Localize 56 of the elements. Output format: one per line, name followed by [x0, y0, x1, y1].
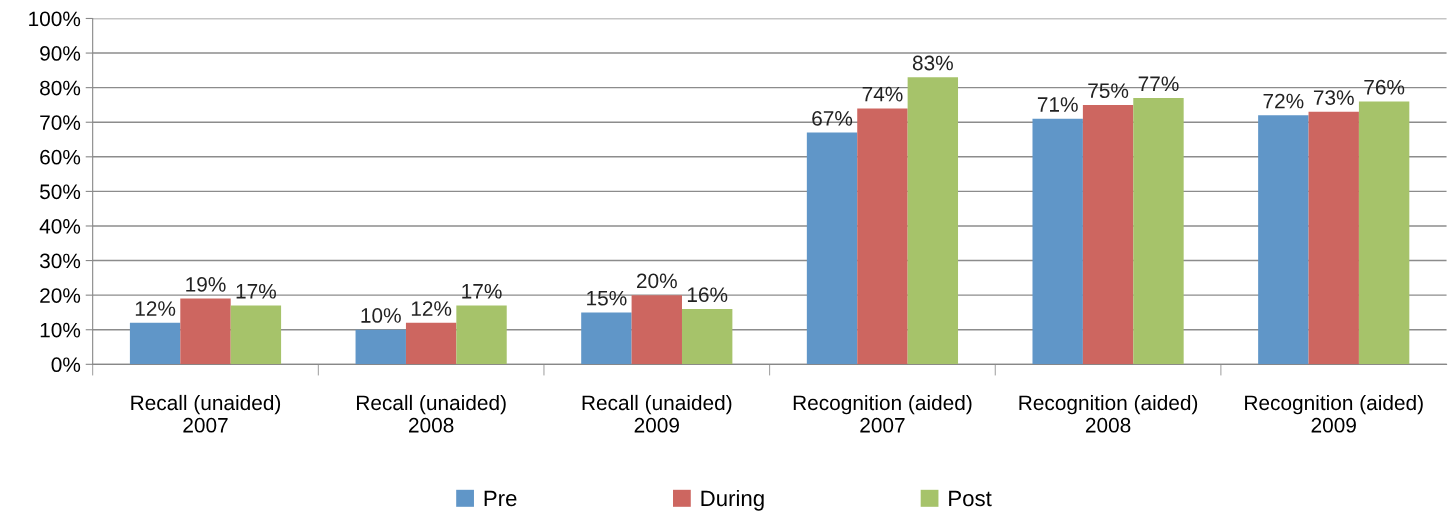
- bar: [857, 108, 908, 365]
- bar: [581, 312, 632, 365]
- data-label: 75%: [1088, 83, 1129, 99]
- data-label: 67%: [812, 110, 853, 126]
- bar: [1258, 115, 1309, 365]
- y-tick-label: 100%: [29, 11, 81, 27]
- y-tick-label: 80%: [40, 80, 81, 96]
- y-tick-label: 0%: [51, 357, 81, 373]
- y-tick-label: 50%: [40, 184, 81, 200]
- x-tick-label: Recognition (aided) 2007: [793, 394, 972, 433]
- bar: [180, 298, 231, 365]
- y-tick-label: 60%: [40, 149, 81, 165]
- bar: [405, 322, 457, 365]
- y-tick-label: 10%: [40, 322, 81, 338]
- x-tick-label: Recall (unaided) 2007: [131, 394, 281, 433]
- bar: [1358, 101, 1410, 365]
- bar: [355, 329, 406, 365]
- y-tick-label: 20%: [40, 288, 81, 303]
- data-label: 16%: [687, 287, 728, 303]
- data-label: 73%: [1313, 90, 1354, 105]
- bar: [1082, 104, 1134, 365]
- bar: [907, 77, 959, 365]
- bar: [806, 132, 858, 365]
- data-label: 17%: [236, 283, 276, 299]
- data-label: 76%: [1364, 79, 1405, 95]
- bar: [1133, 98, 1184, 365]
- legend-label: During: [701, 489, 764, 511]
- bar: [1308, 111, 1359, 365]
- legend-label: Post: [949, 490, 992, 507]
- data-label: 74%: [862, 86, 903, 102]
- data-label: 77%: [1138, 76, 1179, 92]
- x-tick-label: Recognition (aided) 2008: [1019, 394, 1198, 433]
- bar: [631, 295, 682, 365]
- data-label: 12%: [135, 301, 176, 316]
- y-tick-label: 30%: [39, 253, 81, 269]
- data-label: 20%: [636, 273, 677, 289]
- data-label: 71%: [1037, 97, 1078, 112]
- bar: [456, 305, 507, 365]
- x-tick-label: Recall (unaided) 2008: [357, 394, 506, 433]
- data-label: 72%: [1263, 93, 1304, 109]
- data-label: 15%: [587, 290, 627, 306]
- bar: [230, 305, 282, 365]
- data-label: 12%: [411, 301, 452, 316]
- x-tick-label: Recognition (aided) 2009: [1245, 394, 1423, 433]
- bar: [681, 308, 733, 365]
- data-label: 83%: [912, 55, 953, 71]
- y-tick-label: 40%: [39, 218, 81, 234]
- bar: [1032, 118, 1083, 365]
- data-label: 10%: [361, 308, 401, 323]
- data-label: 19%: [186, 276, 226, 292]
- y-tick-label: 70%: [40, 115, 81, 130]
- y-tick-label: 90%: [40, 46, 81, 61]
- bar: [129, 322, 181, 365]
- x-tick-label: Recall (unaided) 2009: [582, 394, 732, 433]
- data-label: 17%: [462, 283, 502, 299]
- legend-label: Pre: [484, 490, 517, 507]
